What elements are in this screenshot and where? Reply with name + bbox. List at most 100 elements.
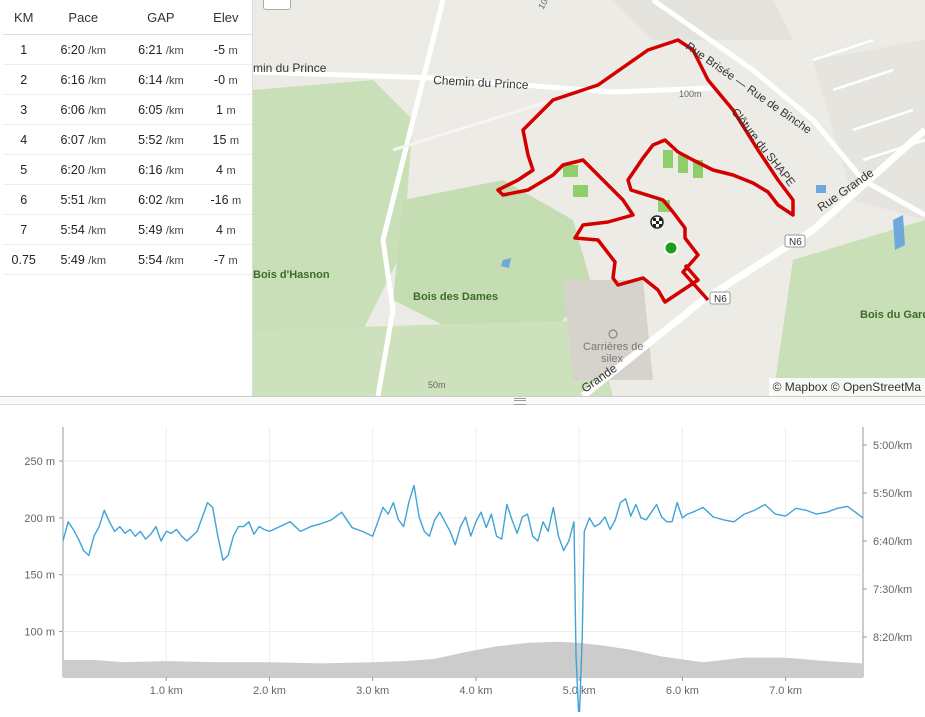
split-row[interactable]: 7 5:54 /km 5:49 /km 4 m (3, 214, 252, 245)
split-pace: 5:49 /km (44, 244, 123, 275)
split-row[interactable]: 3 6:06 /km 6:05 /km 1 m (3, 94, 252, 125)
split-gap: 5:49 /km (122, 214, 200, 245)
split-km-value: 3 (20, 102, 28, 117)
contour-label: 100m (536, 0, 556, 11)
poi-icon (608, 329, 618, 339)
split-gap-unit: /km (165, 224, 184, 237)
split-elev: 4 m (199, 154, 252, 185)
split-gap: 6:21 /km (122, 34, 200, 65)
contour-label: 50m (428, 380, 446, 390)
split-gap-unit: /km (165, 104, 184, 117)
split-gap-unit: /km (165, 164, 184, 177)
split-km-value: 0.75 (11, 252, 36, 267)
drag-handle-icon[interactable] (514, 398, 526, 405)
split-pace-value: 6:07 (60, 132, 85, 147)
forest-area (253, 80, 413, 330)
split-row[interactable]: 6 5:51 /km 6:02 /km -16 m (3, 184, 252, 215)
road-n6 (580, 127, 925, 396)
map-attribution[interactable]: © Mapbox © OpenStreetMa (768, 378, 925, 396)
split-row[interactable]: 4 6:07 /km 5:52 /km 15 m (3, 124, 252, 155)
map-label: Bois du Gard (860, 309, 925, 321)
split-pace: 6:06 /km (44, 94, 123, 125)
split-elev: 15 m (199, 124, 252, 155)
split-elev: 4 m (199, 214, 252, 245)
split-gap: 6:14 /km (122, 64, 200, 95)
split-gap: 5:52 /km (122, 124, 200, 155)
water-pond (893, 215, 905, 250)
x-tick-label: 6.0 km (666, 685, 699, 697)
split-elev-unit: m (228, 44, 238, 57)
split-km: 1 (3, 34, 45, 65)
split-km: 3 (3, 94, 45, 125)
split-row[interactable]: 2 6:16 /km 6:14 /km -0 m (3, 64, 252, 95)
split-gap-unit: /km (165, 194, 184, 207)
field (678, 155, 688, 173)
map-control-button[interactable] (263, 0, 291, 10)
split-pace-unit: /km (88, 194, 107, 207)
split-gap-value: 5:49 (138, 222, 163, 237)
split-pace-unit: /km (88, 134, 107, 147)
split-pace-unit: /km (88, 224, 107, 237)
contour-label: 100m (679, 89, 702, 99)
panel-resize-divider[interactable] (0, 396, 925, 405)
split-km-value: 5 (20, 162, 28, 177)
split-km-value: 1 (20, 42, 28, 57)
col-header-pace[interactable]: Pace (44, 0, 123, 35)
road-chemin-du-prince (253, 69, 714, 95)
split-gap-unit: /km (165, 44, 184, 57)
split-gap-value: 6:02 (138, 192, 163, 207)
split-elev-unit: m (229, 134, 240, 147)
split-row[interactable]: 5 6:20 /km 6:16 /km 4 m (3, 154, 252, 185)
forest-area (393, 180, 593, 330)
forest-area (253, 320, 613, 396)
col-header-km[interactable]: KM (3, 0, 45, 35)
split-gap-value: 6:14 (138, 72, 163, 87)
split-elev-value: -0 (213, 72, 226, 87)
elevation-area (63, 641, 863, 677)
map-canvas: min du Prince Chemin du Prince Rue Brisé… (253, 0, 925, 396)
split-elev-unit: m (228, 74, 238, 87)
col-header-elev[interactable]: Elev (199, 0, 252, 35)
split-pace-unit: /km (88, 74, 107, 87)
split-elev-value: -7 (213, 252, 226, 267)
field (563, 165, 578, 177)
y-tick-label: 250 m (24, 456, 55, 468)
split-gap-value: 6:16 (138, 162, 163, 177)
split-pace: 6:07 /km (44, 124, 123, 155)
split-pace-value: 5:49 (60, 252, 85, 267)
y2-tick-label: 5:00/km (873, 440, 912, 452)
split-pace: 6:16 /km (44, 64, 123, 95)
map-label: Carrières de (583, 341, 644, 353)
checker-pattern (653, 218, 662, 227)
road-shield (784, 234, 806, 248)
split-km: 6 (3, 184, 45, 215)
split-km-value: 2 (20, 72, 28, 87)
split-pace: 5:51 /km (44, 184, 123, 215)
split-km-value: 7 (20, 222, 28, 237)
col-header-gap[interactable]: GAP (122, 0, 200, 35)
split-row[interactable]: 1 6:20 /km 6:21 /km -5 m (3, 34, 252, 65)
route-path[interactable] (496, 38, 795, 304)
split-pace-value: 5:54 (60, 222, 85, 237)
split-km-value: 6 (20, 192, 28, 207)
route-map[interactable]: min du Prince Chemin du Prince Rue Brisé… (253, 0, 925, 396)
urban-area (813, 40, 925, 220)
split-elev-value: -16 (210, 192, 229, 207)
y-tick-label: 200 m (24, 513, 55, 525)
split-elev: -16 m (199, 184, 252, 215)
split-pace-unit: /km (88, 254, 107, 267)
chart-canvas: 1.0 km 2.0 km 3.0 km 4.0 km 5.0 km 6.0 km 7.0 … (24, 427, 912, 717)
split-km: 0.75 (3, 244, 45, 275)
map-label: silex (601, 353, 624, 365)
map-label: N6 (789, 237, 802, 248)
split-gap-unit: /km (165, 254, 184, 267)
pace-line (62, 484, 864, 717)
map-label: N6 (714, 294, 727, 305)
start-marker[interactable] (663, 240, 679, 256)
y-tick-label: 150 m (24, 570, 55, 582)
field (663, 150, 673, 168)
split-row[interactable]: 0.75 5:49 /km 5:54 /km -7 m (3, 244, 252, 275)
elevation-pace-chart[interactable]: 1.0 km 2.0 km 3.0 km 4.0 km 5.0 km 6.0 km 7.0 … (0, 405, 925, 717)
split-km: 5 (3, 154, 45, 185)
